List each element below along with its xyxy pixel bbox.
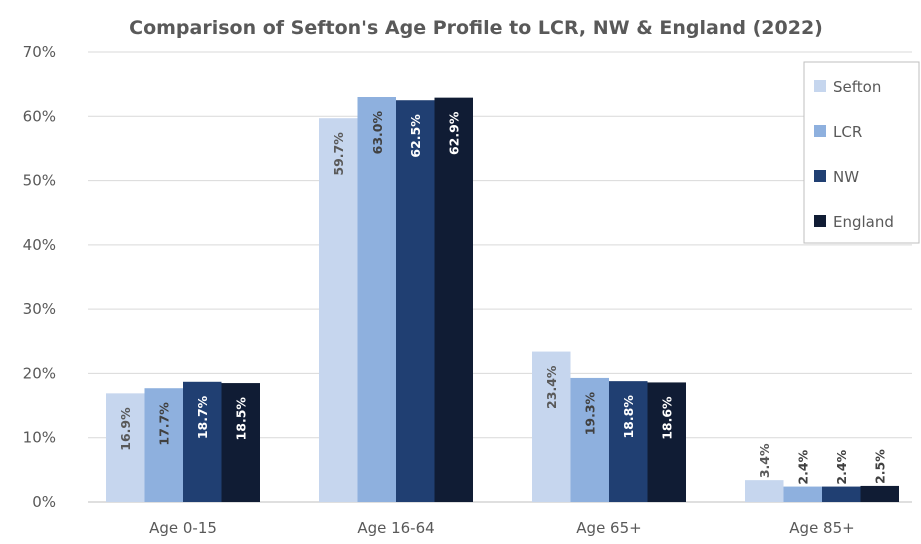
legend-box (803, 61, 920, 244)
data-label: 23.4% (544, 365, 559, 409)
y-tick-label: 70% (23, 43, 56, 61)
data-label: 19.3% (583, 391, 598, 435)
bar-lcr-0 (144, 388, 183, 502)
y-tick-label: 20% (23, 364, 56, 382)
legend-swatch-nw (814, 170, 826, 182)
data-label: 59.7% (331, 132, 346, 176)
data-label: 18.6% (660, 396, 675, 440)
legend-label-england: England (833, 213, 894, 231)
legend: Sefton LCR NW England (803, 61, 920, 244)
legend-label-lcr: LCR (833, 123, 862, 141)
chart-title: Comparison of Sefton's Age Profile to LC… (129, 17, 823, 39)
data-label: 16.9% (118, 407, 133, 451)
data-label: 18.8% (621, 395, 636, 439)
x-axis-categories: Age 0-15 Age 16-64 Age 65+ Age 85+ (149, 519, 855, 537)
bars (106, 97, 899, 503)
bar-sefton-3 (745, 480, 784, 502)
y-tick-label: 50% (23, 172, 56, 190)
bar-lcr-3 (783, 486, 822, 502)
y-tick-label: 10% (23, 429, 56, 447)
bar-nw-3 (822, 486, 861, 502)
y-axis-ticks: 0% 10% 20% 30% 40% 50% 60% 70% (23, 43, 56, 511)
y-tick-label: 0% (32, 493, 56, 511)
data-label: 2.4% (834, 449, 849, 484)
bar-sefton-1 (319, 118, 358, 502)
data-label: 2.5% (873, 449, 888, 484)
x-category-label: Age 85+ (789, 519, 854, 537)
data-label: 18.7% (195, 395, 210, 439)
x-category-label: Age 65+ (576, 519, 641, 537)
x-category-label: Age 16-64 (357, 519, 434, 537)
data-label: 62.9% (447, 111, 462, 155)
y-tick-label: 60% (23, 107, 56, 125)
legend-swatch-england (814, 215, 826, 227)
bar-sefton-0 (106, 393, 145, 502)
bar-england-3 (860, 485, 899, 502)
bar-england-0 (221, 383, 260, 502)
x-category-label: Age 0-15 (149, 519, 217, 537)
data-label: 63.0% (370, 111, 385, 155)
data-labels: 16.9% 17.7% 18.7% 18.5% 59.7% 63.0% 62.5% 62.9%… (118, 111, 888, 485)
bar-england-2 (647, 382, 686, 502)
data-label: 62.5% (408, 114, 423, 158)
data-label: 2.4% (796, 449, 811, 484)
legend-label-nw: NW (833, 168, 859, 186)
bar-lcr-2 (570, 377, 609, 502)
data-label: 3.4% (757, 443, 772, 478)
bar-nw-2 (609, 381, 648, 502)
data-label: 18.5% (234, 397, 249, 441)
bar-england-1 (434, 97, 473, 503)
legend-swatch-sefton (814, 80, 826, 92)
legend-swatch-lcr (814, 125, 826, 137)
bar-sefton-2 (532, 351, 571, 502)
bar-nw-1 (396, 100, 435, 502)
y-tick-label: 40% (23, 236, 56, 254)
data-label: 17.7% (157, 402, 172, 446)
bar-lcr-1 (357, 97, 396, 502)
y-tick-label: 30% (23, 300, 56, 318)
legend-label-sefton: Sefton (833, 78, 881, 96)
bar-nw-0 (183, 381, 222, 502)
